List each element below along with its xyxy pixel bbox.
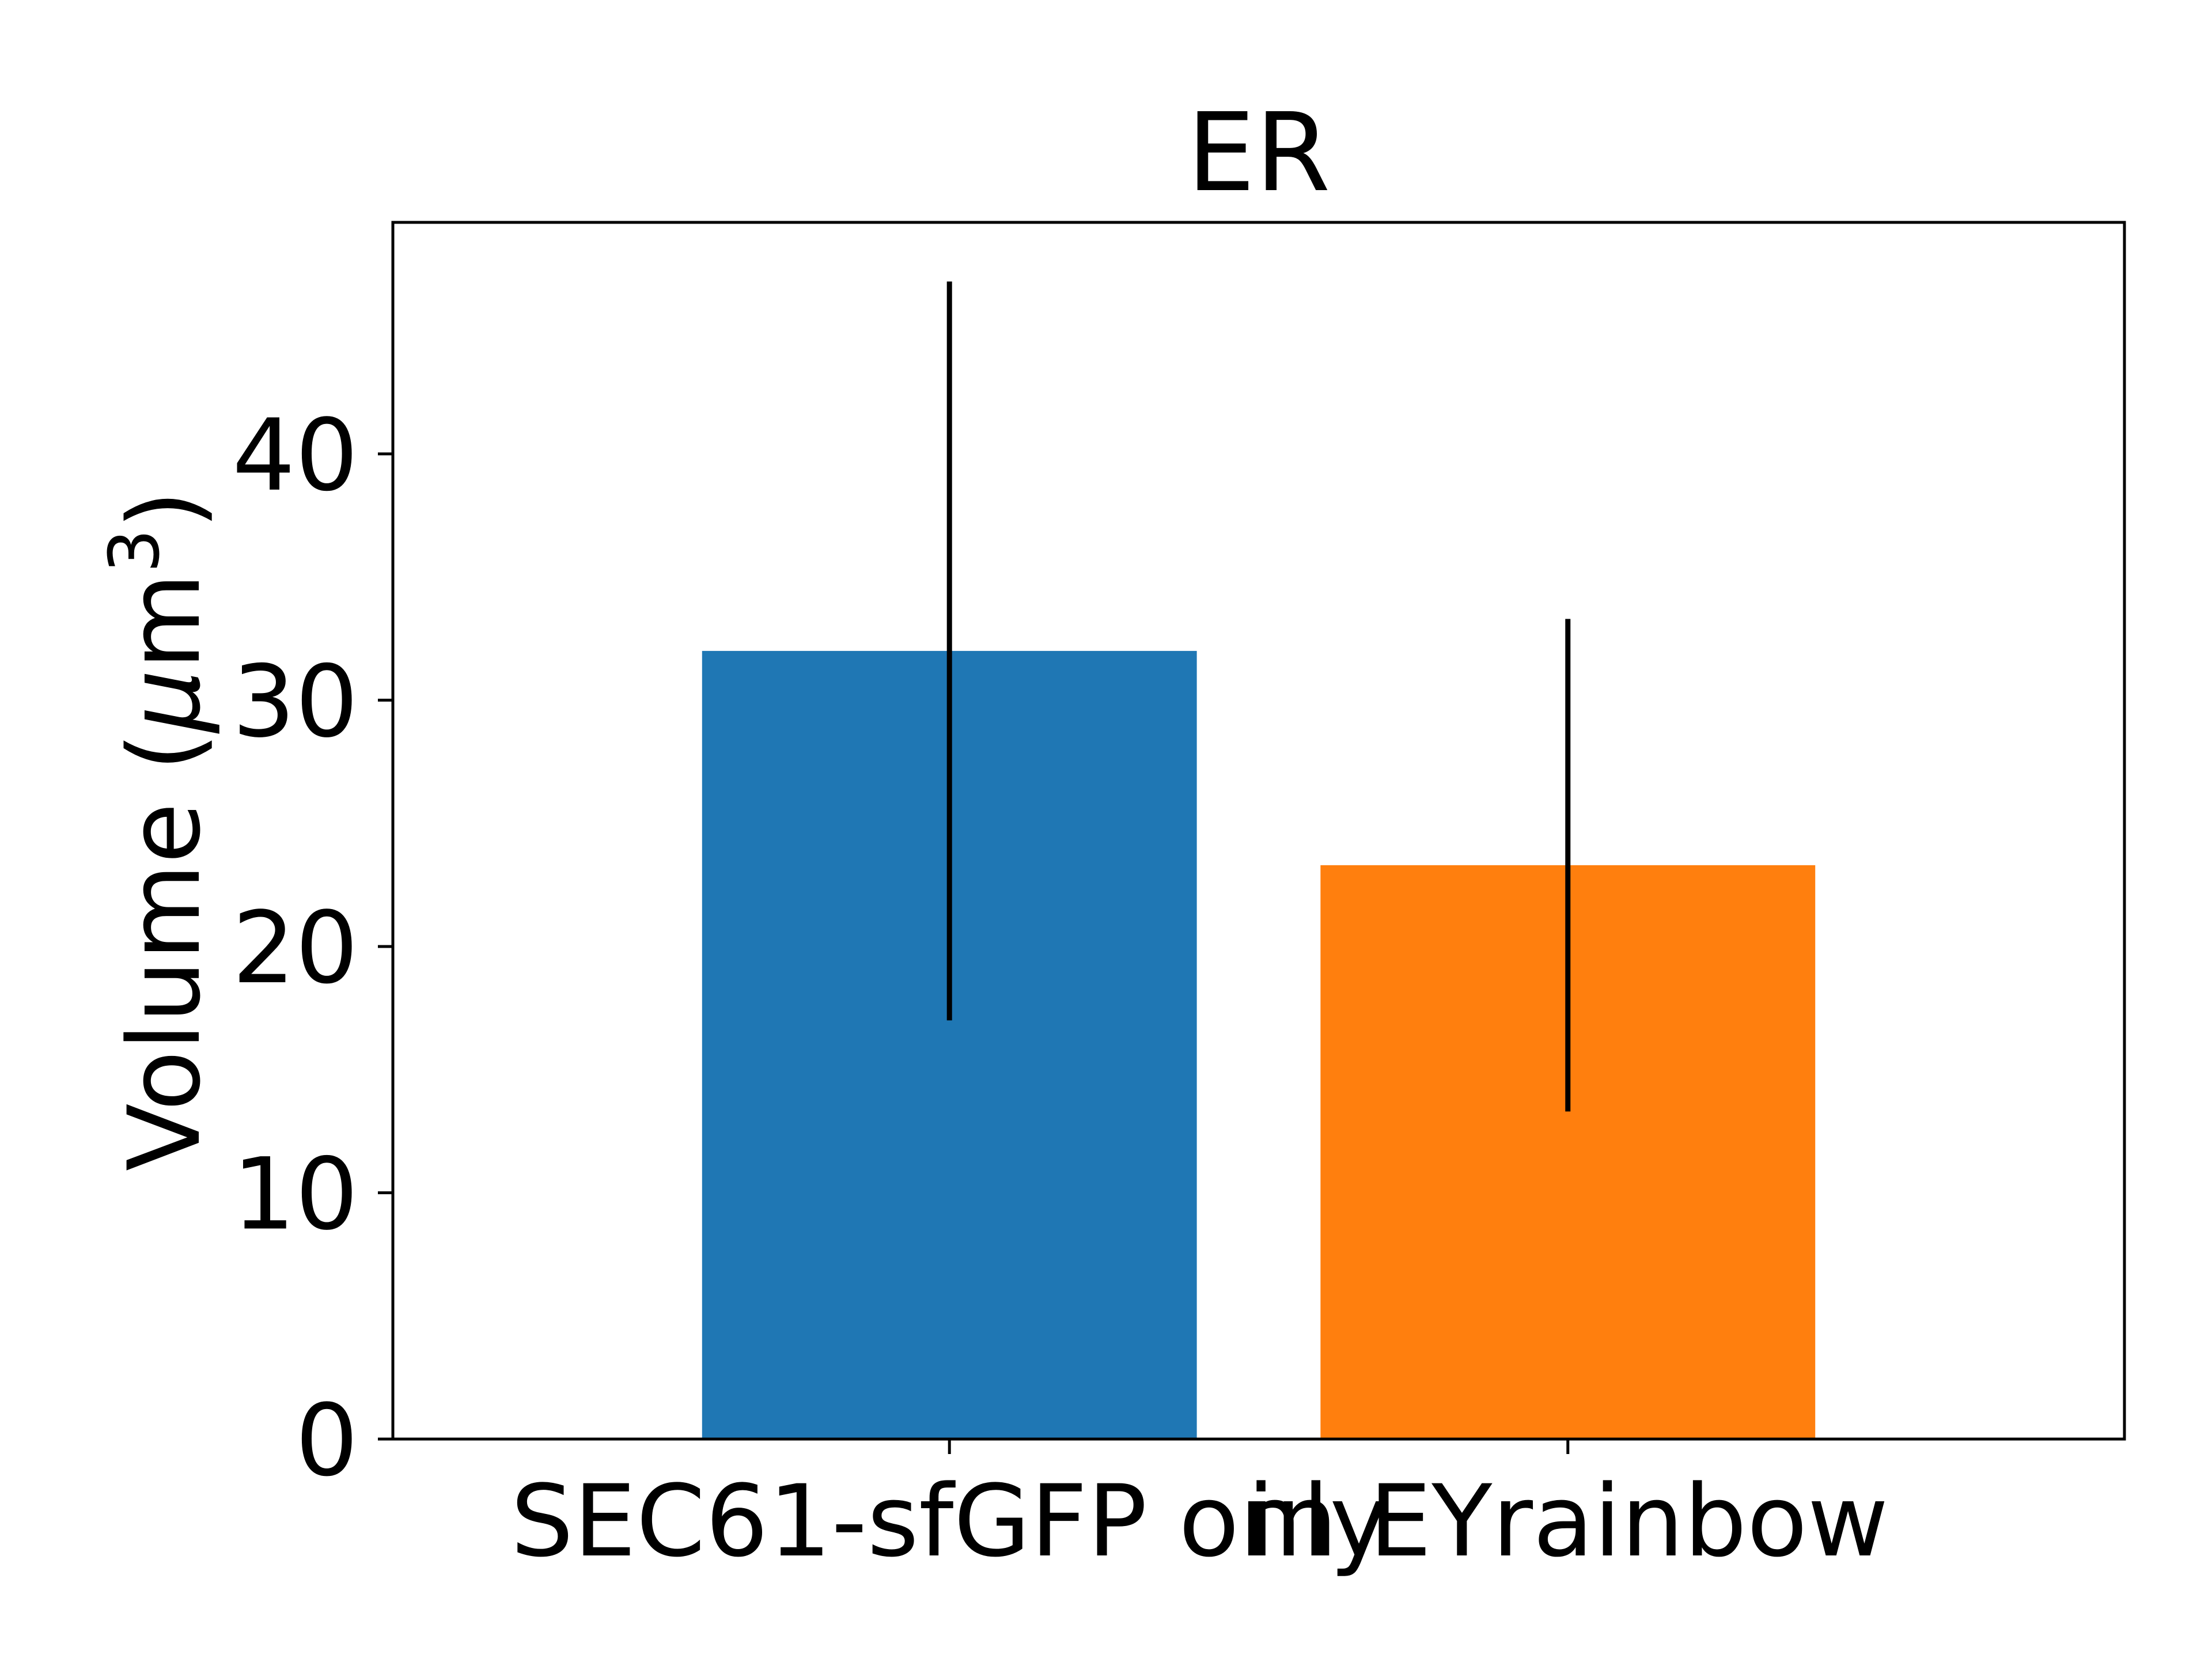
chart-title: ER <box>1187 90 1330 216</box>
y-axis-label-mu: μ <box>107 669 222 734</box>
y-tick-label-2: 20 <box>232 890 358 1006</box>
y-axis-label-unit: m <box>107 573 222 669</box>
y-axis-label-superscript: 3 <box>95 529 175 573</box>
x-tick-label-0: SEC61-sfGFP only <box>510 1463 1388 1579</box>
y-tick-label-1: 10 <box>232 1136 358 1252</box>
y-axis-label-close: ) <box>107 490 222 529</box>
y-axis: 0 10 20 30 40 <box>232 397 393 1498</box>
y-tick-label-0: 0 <box>296 1383 358 1498</box>
plot-frame <box>391 221 2126 1441</box>
x-tick-label-1: in EYrainbow <box>1247 1463 1888 1579</box>
error-bars-layer <box>946 281 1571 1112</box>
y-tick-label-4: 40 <box>232 397 358 513</box>
y-tick-label-3: 30 <box>232 643 358 759</box>
y-axis-label-main: Volume ( <box>107 732 222 1171</box>
y-axis-label: Volume (μm3) <box>95 490 222 1171</box>
